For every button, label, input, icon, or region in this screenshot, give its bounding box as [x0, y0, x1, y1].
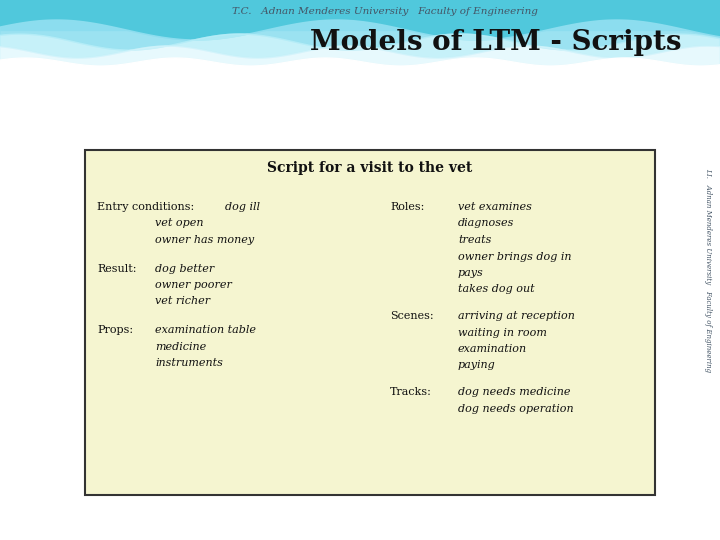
Text: Scenes:: Scenes:	[390, 311, 433, 321]
Text: Tracks:: Tracks:	[390, 387, 432, 397]
Text: vet examines: vet examines	[458, 202, 532, 212]
Text: vet open: vet open	[155, 219, 204, 228]
Text: Props:: Props:	[97, 325, 133, 335]
Text: arriving at reception: arriving at reception	[458, 311, 575, 321]
Text: Model of stereotypical information required to interpret situation: Model of stereotypical information requi…	[25, 104, 512, 117]
Text: I.I.   Adnan Menderes University   Faculty of Engineering: I.I. Adnan Menderes University Faculty o…	[704, 168, 712, 372]
Text: examination table: examination table	[155, 325, 256, 335]
Text: takes dog out: takes dog out	[458, 285, 535, 294]
Text: treats: treats	[458, 235, 491, 245]
Text: dog needs medicine: dog needs medicine	[458, 387, 570, 397]
FancyBboxPatch shape	[85, 150, 655, 495]
Text: paying: paying	[458, 361, 496, 370]
Text: Models of LTM - Scripts: Models of LTM - Scripts	[310, 30, 682, 57]
Text: examination: examination	[458, 344, 527, 354]
Text: Roles:: Roles:	[390, 202, 424, 212]
Text: dog ill: dog ill	[225, 202, 260, 212]
Text: T.C.   Adnan Menderes University   Faculty of Engineering: T.C. Adnan Menderes University Faculty o…	[232, 8, 538, 17]
Text: Script for a visit to the vet: Script for a visit to the vet	[267, 161, 472, 175]
Text: instruments: instruments	[155, 358, 223, 368]
Text: Script has elements that can be instantiated with values for context: Script has elements that can be instanti…	[25, 129, 526, 141]
Text: Entry conditions:: Entry conditions:	[97, 202, 194, 212]
Text: pays: pays	[458, 268, 484, 278]
Text: diagnoses: diagnoses	[458, 219, 514, 228]
Text: dog better: dog better	[155, 264, 215, 273]
Text: vet richer: vet richer	[155, 296, 210, 307]
Text: Result:: Result:	[97, 264, 137, 273]
Text: owner has money: owner has money	[155, 235, 254, 245]
Text: medicine: medicine	[155, 341, 206, 352]
Text: owner brings dog in: owner brings dog in	[458, 252, 572, 261]
Text: waiting in room: waiting in room	[458, 327, 547, 338]
Text: dog needs operation: dog needs operation	[458, 403, 574, 414]
Text: owner poorer: owner poorer	[155, 280, 232, 290]
